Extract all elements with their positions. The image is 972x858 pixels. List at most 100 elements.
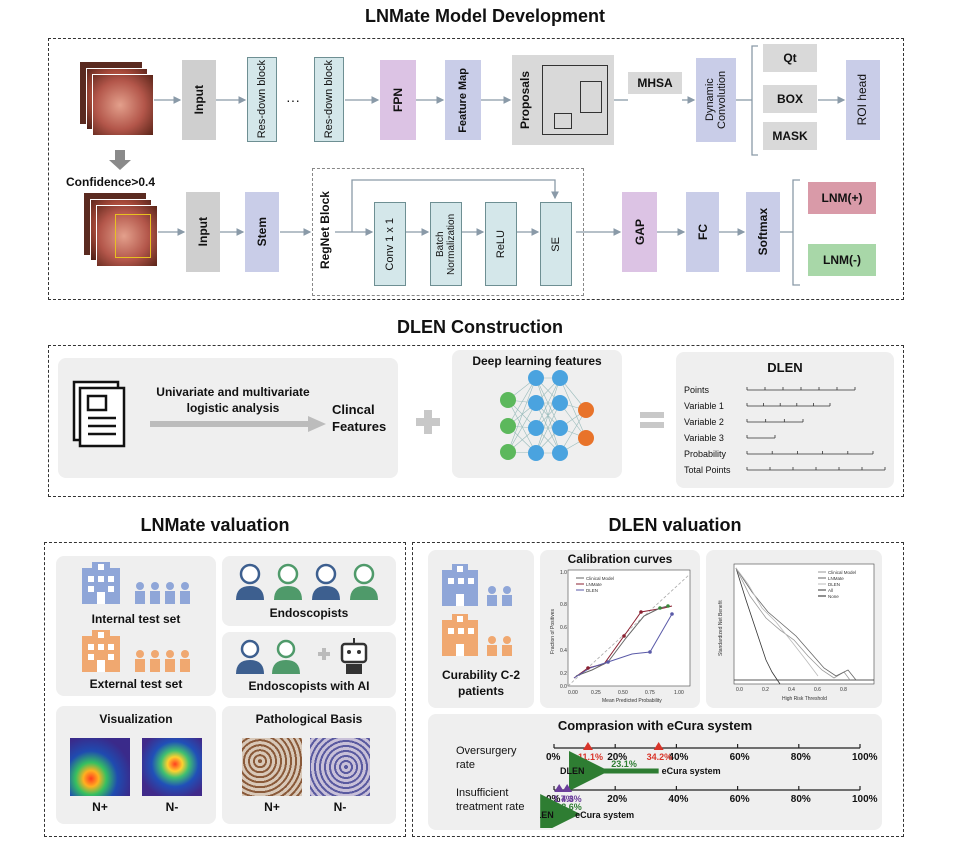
svg-text:1.00: 1.00 [674, 690, 684, 696]
nomogram-scales [746, 387, 886, 471]
confidence-label: Confidence>0.4 [66, 175, 156, 189]
fpn-box: FPN [380, 60, 416, 140]
gap-box: GAP [622, 192, 657, 272]
svg-text:0.8: 0.8 [840, 687, 847, 693]
internal-test-set-label: Internal test set [91, 612, 181, 626]
oversurgery-dlen-value: 11.1% [578, 752, 603, 762]
calib-legend-dlen: DLEN [586, 588, 598, 593]
heatmap-positive [70, 738, 130, 796]
svg-text:0.00: 0.00 [568, 690, 578, 696]
feature-map-box: Feature Map [445, 60, 481, 140]
softmax-box: Softmax [746, 192, 780, 272]
heatmap-negative [142, 738, 202, 796]
dca-legend-dlen: DLEN [828, 582, 840, 587]
regnet-block-label: RegNet Block [318, 190, 332, 270]
regnet-block-frame [312, 168, 584, 296]
calibration-xlabel: Mean Predicted Probability [602, 698, 662, 704]
histology-negative [310, 738, 370, 796]
insufficient-label: Insufficient treatment rate [456, 787, 525, 814]
box-box: BOX [763, 85, 817, 113]
comparison-tick-label: 40% [668, 752, 688, 763]
visualization-npos-label: N+ [92, 800, 108, 814]
comparison-tick-label: 80% [791, 752, 811, 763]
oversurgery-label: Oversurgery rate [456, 745, 517, 772]
insufficient-marker [562, 784, 573, 792]
analysis-arrow [150, 416, 326, 432]
nomogram-row-probability: Probability [684, 449, 727, 459]
svg-text:0.0: 0.0 [736, 687, 743, 693]
endoscopists-icon [236, 563, 378, 600]
feature-map-label: Feature Map [456, 67, 469, 133]
input-box-2: Input [186, 192, 220, 272]
svg-text:0.0: 0.0 [560, 684, 567, 690]
dlen-valuation-frame [412, 542, 904, 837]
oversurgery-ecura-value: 34.2% [647, 752, 673, 762]
svg-text:0.50: 0.50 [618, 690, 628, 696]
comparison-tick-label: 40% [668, 794, 688, 805]
calibration-title: Calibration curves [567, 552, 673, 566]
res-down-block-1: Res-down block [247, 57, 277, 142]
conv-label: Conv 1 x 1 [383, 217, 396, 271]
title-dlen-construction: DLEN Construction [397, 317, 563, 337]
proposal-rect-1 [580, 81, 602, 113]
dca-legend-lnmate: LNMate [828, 576, 844, 581]
stem-label: Stem [255, 217, 269, 247]
roi-head-label: ROI head [855, 74, 870, 126]
svg-text:0.6: 0.6 [814, 687, 821, 693]
res-down-label-1: Res-down block [255, 60, 268, 139]
se-label: SE [549, 236, 562, 252]
dlen-construction-frame [48, 345, 904, 497]
oversurgery-dlen-label: DLEN [560, 766, 585, 776]
comparison-tick-label: 60% [730, 752, 750, 763]
calib-legend-lnmate: LNMate [586, 582, 602, 587]
dynamic-convolution-box: Dynamic Convolution [696, 58, 736, 142]
calibration-chart: 1.00.80.60.40.20.0 0.00 0.25 0.50 0.75 1.00 … [550, 569, 691, 704]
lnm-negative-box: LNM(-) [808, 244, 876, 276]
endoscopists-label: Endoscopists [269, 606, 349, 620]
nomogram-row-variable2: Variable 2 [684, 417, 724, 427]
comparison-tick-label: 0% [546, 752, 561, 763]
se-box: SE [540, 202, 572, 286]
oversurgery-difference: 23.1% [611, 759, 637, 769]
qt-box: Qt [763, 44, 817, 72]
svg-text:0.2: 0.2 [560, 671, 567, 677]
endoscopy-image-stack-2 [84, 193, 158, 267]
comparison-chart: 0% 20% 40% 60% 80% 100%0% 20% 40% 60% 80% 100% 11.… [540, 742, 878, 828]
gap-label: GAP [632, 218, 647, 245]
dca-xlabel: High Risk Threshold [782, 696, 827, 702]
input-box-1: Input [182, 60, 216, 140]
nomogram-row-variable1: Variable 1 [684, 401, 724, 411]
input-label-1: Input [192, 85, 206, 115]
lnmate-valuation-frame [44, 542, 406, 837]
dca-legend-none: None [828, 594, 839, 599]
dynamic-convolution-label: Dynamic Convolution [703, 70, 728, 130]
mhsa-box: MHSA [628, 72, 682, 94]
dca-legend-all: All [828, 588, 833, 593]
endoscopy-image-stack-1 [80, 62, 154, 136]
proposals-label: Proposals [518, 70, 532, 130]
fpn-label: FPN [391, 88, 405, 112]
external-test-set-label: External test set [89, 677, 183, 691]
input-label-2: Input [196, 217, 210, 247]
nomogram-row-total-points: Total Points [684, 465, 731, 475]
hospital-icon-blue-2 [442, 564, 512, 606]
neural-network-icon [500, 370, 594, 461]
mask-box: MASK [763, 122, 817, 150]
oversurgery-marker [653, 742, 664, 750]
title-model-development: LNMate Model Development [364, 6, 606, 26]
svg-text:0.6: 0.6 [560, 625, 567, 631]
comparison-tick-label: 60% [730, 794, 750, 805]
title-dlen-valuation: DLEN valuation [608, 515, 742, 535]
histology-positive [242, 738, 302, 796]
model-dev-arrows [109, 45, 846, 286]
deep-learning-label: Deep learning features [472, 354, 602, 368]
batch-normalization-label: Batch Normalization [435, 213, 457, 275]
pathology-nneg-label: N- [333, 800, 347, 814]
svg-text:0.8: 0.8 [560, 602, 567, 608]
dca-legend-clinical: Clinical Model [828, 570, 856, 575]
nomogram-row-points: Points [684, 385, 710, 395]
roi-head-box: ROI head [846, 60, 880, 140]
conv-box: Conv 1 x 1 [374, 202, 406, 286]
document-icon [72, 380, 126, 448]
endoscopists-with-ai-icon [236, 638, 368, 674]
